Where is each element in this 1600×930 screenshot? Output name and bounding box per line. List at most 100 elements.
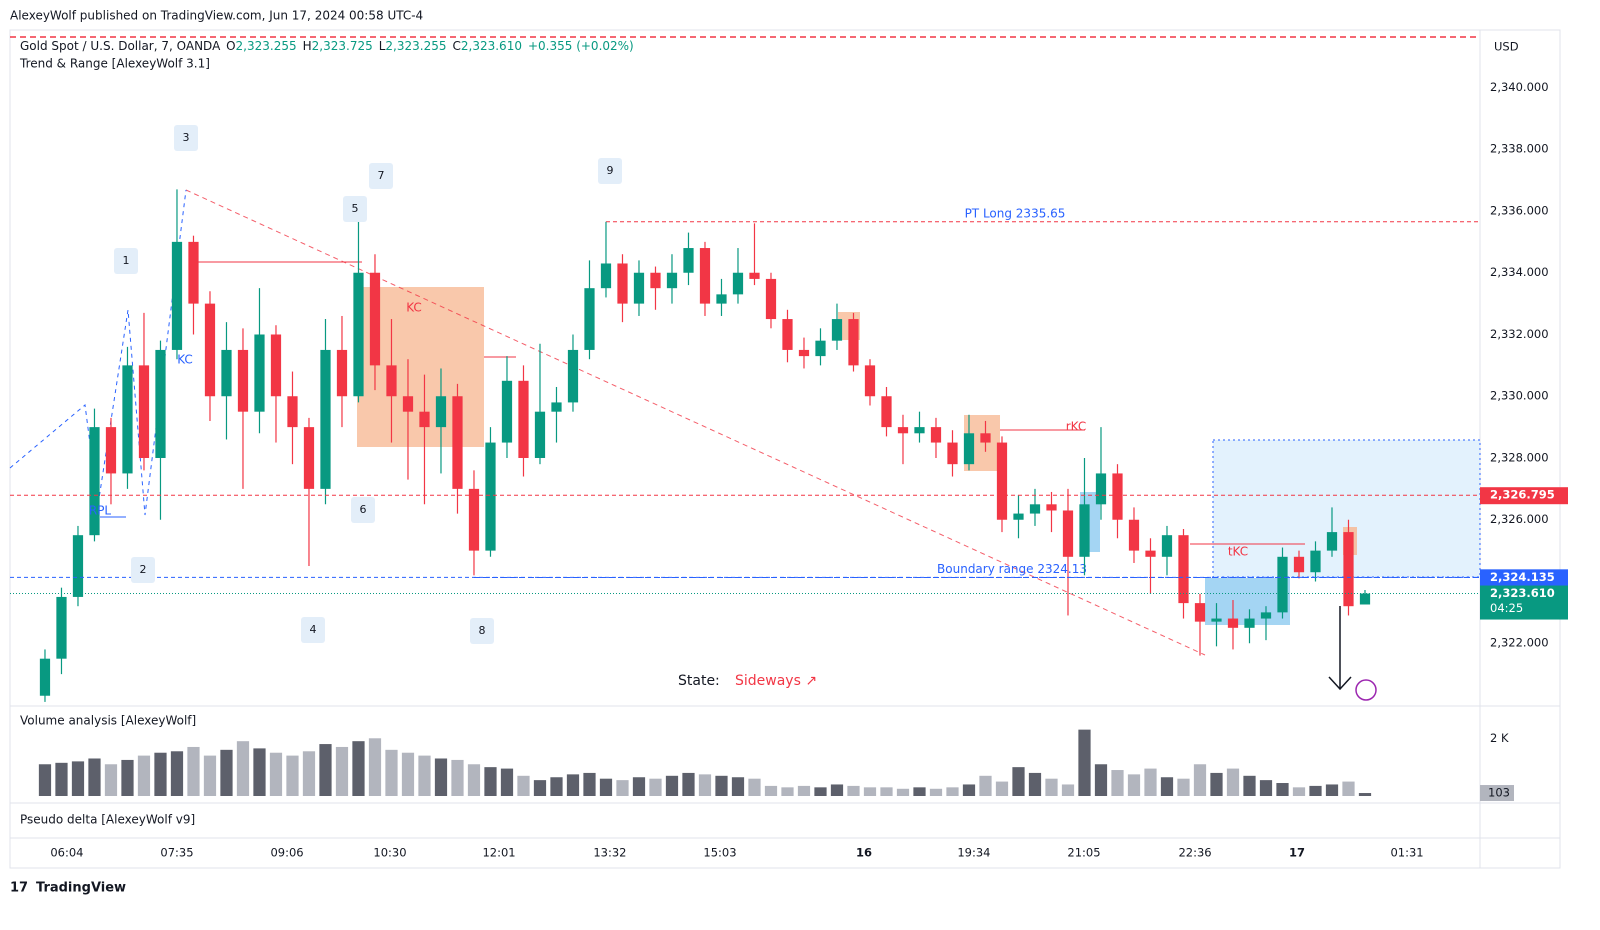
candle-body xyxy=(1062,510,1074,557)
x-tick-label: 16 xyxy=(856,846,872,860)
candle-body xyxy=(980,433,991,443)
candle-body xyxy=(303,427,315,489)
candle-body xyxy=(1079,504,1090,557)
pivot-label: 3 xyxy=(183,131,190,144)
pivot-box xyxy=(598,158,622,184)
volume-bar xyxy=(88,758,101,796)
volume-bar xyxy=(649,778,662,796)
volume-bar xyxy=(533,780,547,796)
candle-body xyxy=(551,402,562,412)
signal-label: KC xyxy=(406,301,422,315)
volume-bar xyxy=(451,759,464,796)
candle-body xyxy=(320,349,331,489)
volume-bar xyxy=(814,787,827,796)
volume-bar xyxy=(104,764,118,796)
pivot-box xyxy=(369,163,393,189)
volume-bar xyxy=(962,784,976,796)
volume-bar xyxy=(929,788,943,796)
volume-bar xyxy=(847,785,860,796)
volume-bar xyxy=(995,781,1009,796)
candle-body xyxy=(930,427,942,443)
pivot-box xyxy=(301,617,325,643)
volume-bar xyxy=(1144,768,1157,796)
volume-bar xyxy=(1094,764,1108,796)
price-tag xyxy=(1480,585,1568,620)
volume-bar xyxy=(1309,785,1322,796)
volume-bar xyxy=(715,775,728,796)
x-tick-label: 12:01 xyxy=(482,846,515,860)
candle-body xyxy=(369,272,381,366)
volume-bar xyxy=(665,775,679,796)
volume-bar xyxy=(517,775,530,796)
candle-body xyxy=(716,294,727,304)
candle-body xyxy=(518,380,529,458)
volume-bar xyxy=(1210,772,1223,796)
volume-bar xyxy=(1243,775,1256,796)
pivot-box xyxy=(131,557,155,583)
pivot-label: 5 xyxy=(352,202,359,215)
volume-bar xyxy=(500,768,514,796)
candle-body xyxy=(798,349,810,357)
volume-bar xyxy=(220,749,233,796)
volume-bar xyxy=(319,744,332,796)
y-tick-label: 2,334.000 xyxy=(1490,265,1549,279)
candle-body xyxy=(567,349,579,403)
target-label: PT Long 2335.65 xyxy=(965,206,1066,220)
candle-body xyxy=(1161,535,1173,557)
candle-body xyxy=(1046,504,1057,511)
candle-body xyxy=(353,272,364,397)
y-tick-label: 2,330.000 xyxy=(1490,389,1549,403)
brand-logo: 17 xyxy=(10,881,28,896)
volume-bar xyxy=(830,784,844,796)
pivot-box xyxy=(174,125,198,151)
volume-bar xyxy=(797,785,811,796)
state-label: State: xyxy=(678,673,720,689)
volume-bar xyxy=(1012,767,1025,796)
candle-body xyxy=(270,334,282,397)
volume-tag xyxy=(1480,785,1514,802)
y-tick-label: 2,328.000 xyxy=(1490,450,1549,464)
volume-bar xyxy=(1061,784,1075,796)
price-tag-label: 2,326.795 xyxy=(1490,488,1555,502)
candle-body xyxy=(1029,504,1041,514)
price-tag xyxy=(1480,569,1568,587)
candle-body xyxy=(171,241,183,350)
candle-body xyxy=(1293,556,1305,573)
volume-bar xyxy=(946,787,959,796)
signal-label: KC xyxy=(177,353,193,367)
candle-body xyxy=(1310,550,1321,573)
candle-body xyxy=(996,442,1008,520)
volume-bar xyxy=(467,764,481,796)
volume-bar xyxy=(418,755,431,796)
y-tick-label: 2,322.000 xyxy=(1490,636,1549,650)
y-tick-label: 2,326.000 xyxy=(1490,512,1549,526)
boundary-label: Boundary range 2324.13 xyxy=(937,562,1087,576)
candle-body xyxy=(633,272,645,304)
volume-bar xyxy=(1226,768,1240,796)
volume-bar xyxy=(698,774,712,796)
candle-body xyxy=(1194,603,1206,622)
indicator-title: Trend & Range [AlexeyWolf 3.1] xyxy=(19,57,210,71)
y-tick-label: 2,336.000 xyxy=(1490,203,1549,217)
volume-bar xyxy=(1111,770,1124,796)
volume-bar xyxy=(236,741,250,796)
volume-bar xyxy=(1028,772,1042,796)
volume-bar xyxy=(121,759,134,796)
x-tick-label: 22:36 xyxy=(1178,846,1211,860)
candle-body xyxy=(1112,473,1123,520)
x-tick-label: 19:34 xyxy=(957,846,990,860)
volume-bar xyxy=(484,767,497,796)
volume-bar xyxy=(1078,729,1091,796)
x-tick-label: 17 xyxy=(1289,846,1305,860)
candle-body xyxy=(386,365,397,397)
candle-body xyxy=(864,365,876,397)
candle-body xyxy=(947,442,958,465)
candle-body xyxy=(122,365,133,474)
volume-bar xyxy=(1292,787,1306,796)
pivot-label: 8 xyxy=(479,624,486,637)
volume-bar xyxy=(154,752,167,796)
volume-tick-label: 2 K xyxy=(1490,731,1509,745)
candle-body xyxy=(1277,556,1288,613)
alert-icon[interactable] xyxy=(1355,679,1377,701)
